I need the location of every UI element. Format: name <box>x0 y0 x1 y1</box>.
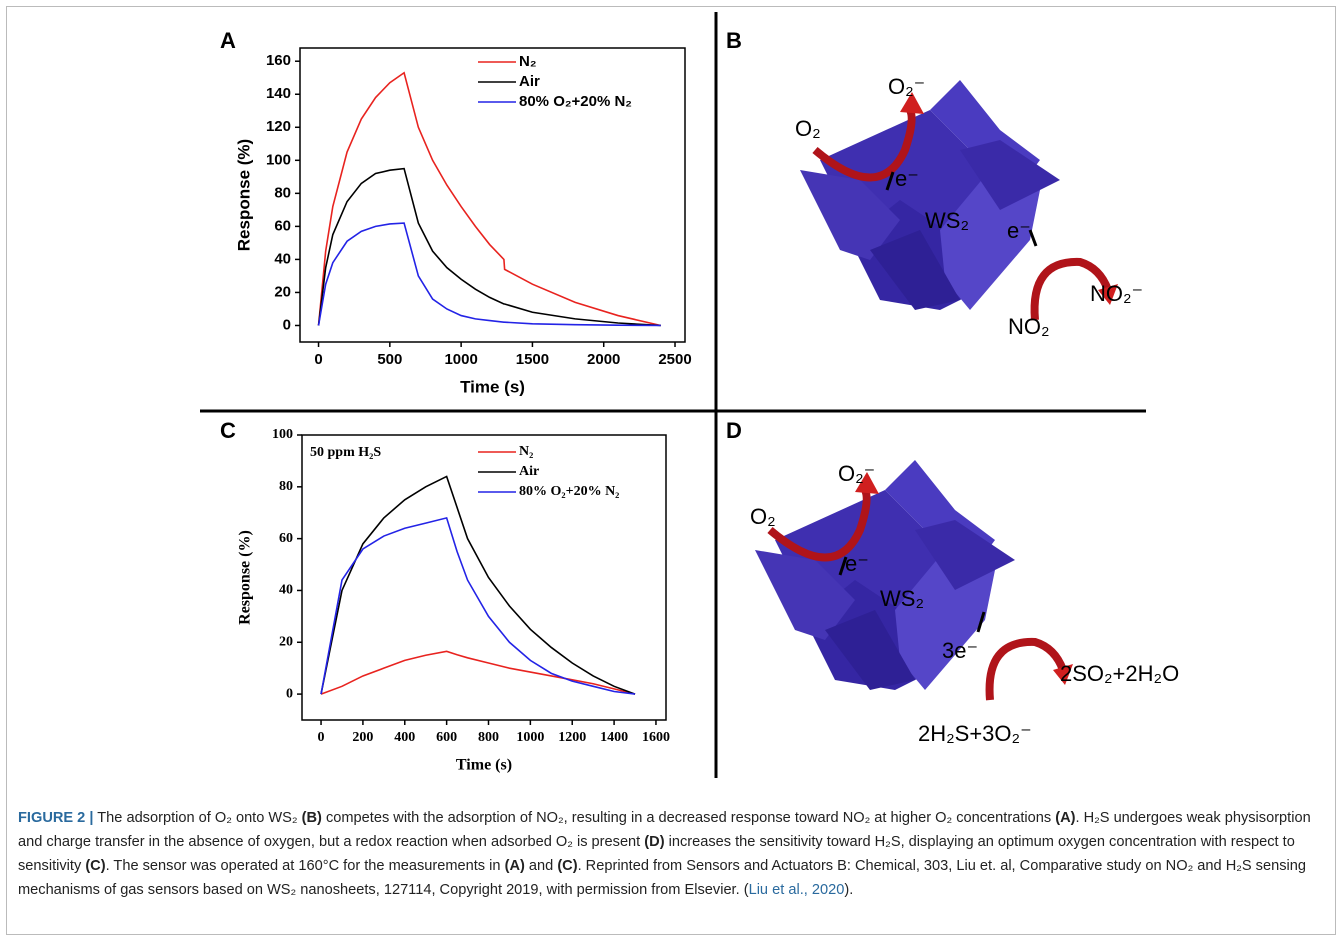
label: NO₂ <box>1008 314 1050 339</box>
y-tick-label: 160 <box>266 52 291 69</box>
figure: A B C D O₂⁻ O₂ e⁻ WS₂ e⁻ NO₂⁻ NO₂ O₂⁻ O₂… <box>200 12 1179 778</box>
label: O₂ <box>795 116 821 141</box>
panel-label: A <box>220 28 236 53</box>
legend-label: Air <box>519 464 539 479</box>
panel-label: B <box>726 28 742 53</box>
label: e⁻ <box>895 166 919 191</box>
series-line <box>320 475 636 695</box>
x-tick-label: 1500 <box>516 351 549 368</box>
plot-frame <box>301 434 667 721</box>
y-tick-label: 60 <box>279 531 293 546</box>
caption-text: . H₂S undergoes weak physisorption and c… <box>18 810 1311 850</box>
diagram-b: O₂⁻ O₂ e⁻ WS₂ e⁻ NO₂⁻ NO₂ <box>795 74 1143 339</box>
series-line <box>317 71 661 327</box>
caption-ref: (A) <box>1055 810 1076 826</box>
label: 2H₂S+3O₂⁻ <box>918 721 1032 746</box>
series-line <box>320 650 636 695</box>
y-tick-label: 100 <box>266 151 291 168</box>
x-tick-label: 2500 <box>658 351 691 368</box>
x-tick-label: 1000 <box>516 730 544 745</box>
caption-text: The adsorption of O₂ onto WS₂ <box>97 810 302 826</box>
caption-ref: (C) <box>85 858 106 874</box>
y-axis-label: Response (%) <box>234 139 253 251</box>
annotation: 50 ppm H₂S <box>310 445 381 460</box>
x-tick-label: 0 <box>318 730 325 745</box>
y-tick-label: 100 <box>272 427 293 442</box>
x-tick-label: 200 <box>352 730 373 745</box>
plot-frame <box>299 47 686 343</box>
y-tick-label: 40 <box>274 250 291 267</box>
x-tick-label: 1200 <box>558 730 586 745</box>
caption-text: increases the sensitivity toward H₂S, di… <box>18 834 1295 874</box>
legend-label: 80% O₂+20% N₂ <box>519 484 619 499</box>
x-axis-label: Time (s) <box>460 377 525 396</box>
caption-text: competes with the adsorption of NO₂, res… <box>321 810 1056 826</box>
x-tick-label: 400 <box>394 730 415 745</box>
caption-label: FIGURE 2 | <box>18 810 94 826</box>
y-tick-label: 80 <box>279 479 293 494</box>
caption-ref: (D) <box>644 834 665 850</box>
series-line <box>317 167 661 327</box>
caption-ref: (C) <box>557 858 578 874</box>
caption-ref: (B) <box>301 810 322 826</box>
label: WS₂ <box>925 208 969 233</box>
figure-frame <box>6 6 1336 935</box>
y-tick-label: 80 <box>274 184 291 201</box>
y-tick-label: 0 <box>283 316 291 333</box>
y-tick-label: 120 <box>266 118 291 135</box>
y-axis-label: Response (%) <box>237 530 254 625</box>
caption-text: . Reprinted from Sensors and Actuators B… <box>18 858 1306 898</box>
x-tick-label: 500 <box>377 351 402 368</box>
label: WS₂ <box>880 586 924 611</box>
citation-link[interactable]: Liu et al., 2020 <box>748 882 845 898</box>
legend-label: N₂ <box>519 444 533 459</box>
chart: 0 20 40 60 80 100 120 140 160 0 500 1000 1500 2000 250… <box>234 47 692 396</box>
legend-label: Air <box>519 73 540 90</box>
y-tick-label: 20 <box>279 634 293 649</box>
caption: FIGURE 2 | The adsorption of O₂ onto WS₂… <box>18 806 1330 902</box>
y-tick-label: 60 <box>274 217 291 234</box>
x-tick-label: 1600 <box>642 730 670 745</box>
label: O₂⁻ <box>838 461 875 486</box>
label: 2SO₂+2H₂O <box>1060 661 1179 686</box>
caption-ref: (A) <box>504 858 525 874</box>
x-tick-label: 1400 <box>600 730 628 745</box>
panel-label: D <box>726 418 742 443</box>
diagram-d: O₂⁻ O₂ e⁻ WS₂ 3e⁻ 2SO₂+2H₂O 2H₂S+3O₂⁻ <box>750 460 1179 746</box>
x-tick-label: 600 <box>436 730 457 745</box>
label: O₂⁻ <box>888 74 925 99</box>
y-tick-label: 0 <box>286 686 293 701</box>
label: NO₂⁻ <box>1090 281 1143 306</box>
label: 3e⁻ <box>942 638 978 663</box>
label: e⁻ <box>1007 218 1031 243</box>
legend-label: 80% O₂+20% N₂ <box>519 93 632 110</box>
x-tick-label: 2000 <box>587 351 620 368</box>
caption-text: and <box>524 858 558 874</box>
y-tick-label: 140 <box>266 85 291 102</box>
label: e⁻ <box>845 551 869 576</box>
y-tick-label: 20 <box>274 283 291 300</box>
legend-label: N₂ <box>519 53 537 70</box>
x-tick-label: 0 <box>314 351 322 368</box>
y-tick-label: 40 <box>279 583 293 598</box>
x-tick-label: 800 <box>478 730 499 745</box>
x-tick-label: 1000 <box>444 351 477 368</box>
x-axis-label: Time (s) <box>456 757 512 774</box>
series-line <box>320 516 636 695</box>
panel-label: C <box>220 418 236 443</box>
label: O₂ <box>750 504 776 529</box>
series-line <box>317 222 661 327</box>
caption-text: ). <box>844 882 854 898</box>
caption-text: . The sensor was operated at 160°C for t… <box>105 858 505 874</box>
